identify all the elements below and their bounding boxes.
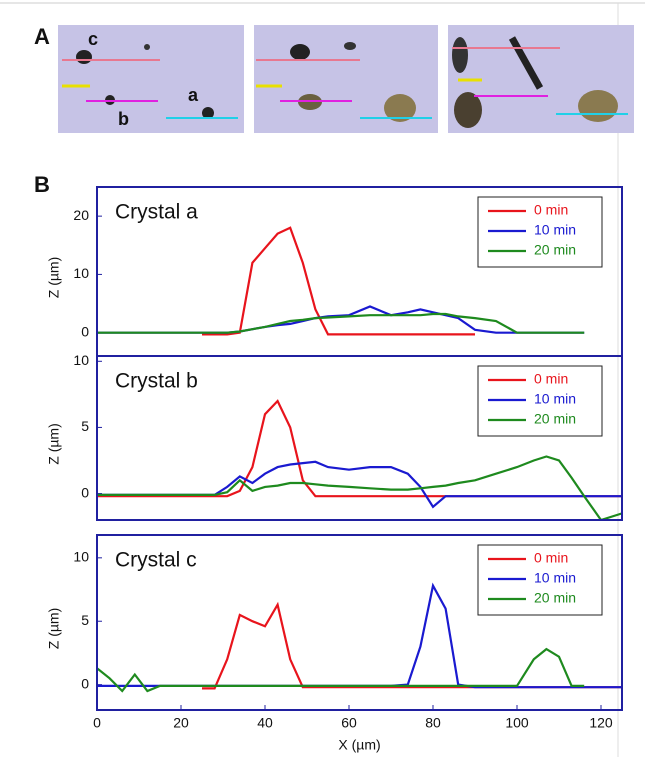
plot-frame: [96, 534, 623, 711]
image-label: b: [118, 109, 129, 129]
x-tick-label: 60: [341, 715, 357, 731]
y-tick-label: 10: [73, 352, 89, 368]
y-tick-label: 5: [81, 418, 89, 434]
panel-label: A: [34, 24, 50, 49]
y-tick-label: 0: [81, 484, 89, 500]
x-axis-label: X (µm): [338, 737, 380, 753]
x-tick-label: 120: [589, 715, 613, 731]
legend-label: 20 min: [534, 242, 576, 258]
chart-title: Crystal b: [115, 370, 198, 393]
y-tick-label: 5: [81, 612, 89, 628]
x-tick-label: 40: [257, 715, 273, 731]
y-tick-label: 10: [73, 265, 89, 281]
micrograph: [254, 25, 438, 133]
micrograph: [58, 25, 244, 133]
legend-label: 20 min: [534, 590, 576, 606]
legend-label: 0 min: [534, 371, 568, 387]
line-series: [202, 226, 475, 336]
x-tick-label: 20: [173, 715, 189, 731]
chart-title: Crystal a: [115, 201, 198, 224]
legend-label: 10 min: [534, 222, 576, 238]
image-label: c: [88, 29, 98, 49]
y-axis-label: Z (µm): [46, 608, 62, 650]
y-tick-label: 0: [81, 323, 89, 339]
x-tick-label: 80: [425, 715, 441, 731]
legend-label: 10 min: [534, 391, 576, 407]
legend-label: 0 min: [534, 202, 568, 218]
micrograph: [448, 25, 634, 133]
y-tick-label: 10: [73, 549, 89, 565]
line-series: [97, 647, 585, 693]
y-tick-label: 0: [81, 675, 89, 691]
line-series: [97, 455, 622, 520]
legend-label: 0 min: [534, 550, 568, 566]
chart-title: Crystal c: [115, 549, 197, 572]
x-tick-label: 100: [505, 715, 529, 731]
line-series: [97, 312, 585, 334]
image-label: a: [188, 85, 199, 105]
y-axis-label: Z (µm): [46, 257, 62, 299]
panel-label: B: [34, 172, 50, 197]
y-axis-label: Z (µm): [46, 423, 62, 465]
y-tick-label: 20: [73, 207, 89, 223]
legend-label: 20 min: [534, 411, 576, 427]
plot-frame: [96, 355, 623, 521]
x-tick-label: 0: [93, 715, 101, 731]
legend-label: 10 min: [534, 570, 576, 586]
